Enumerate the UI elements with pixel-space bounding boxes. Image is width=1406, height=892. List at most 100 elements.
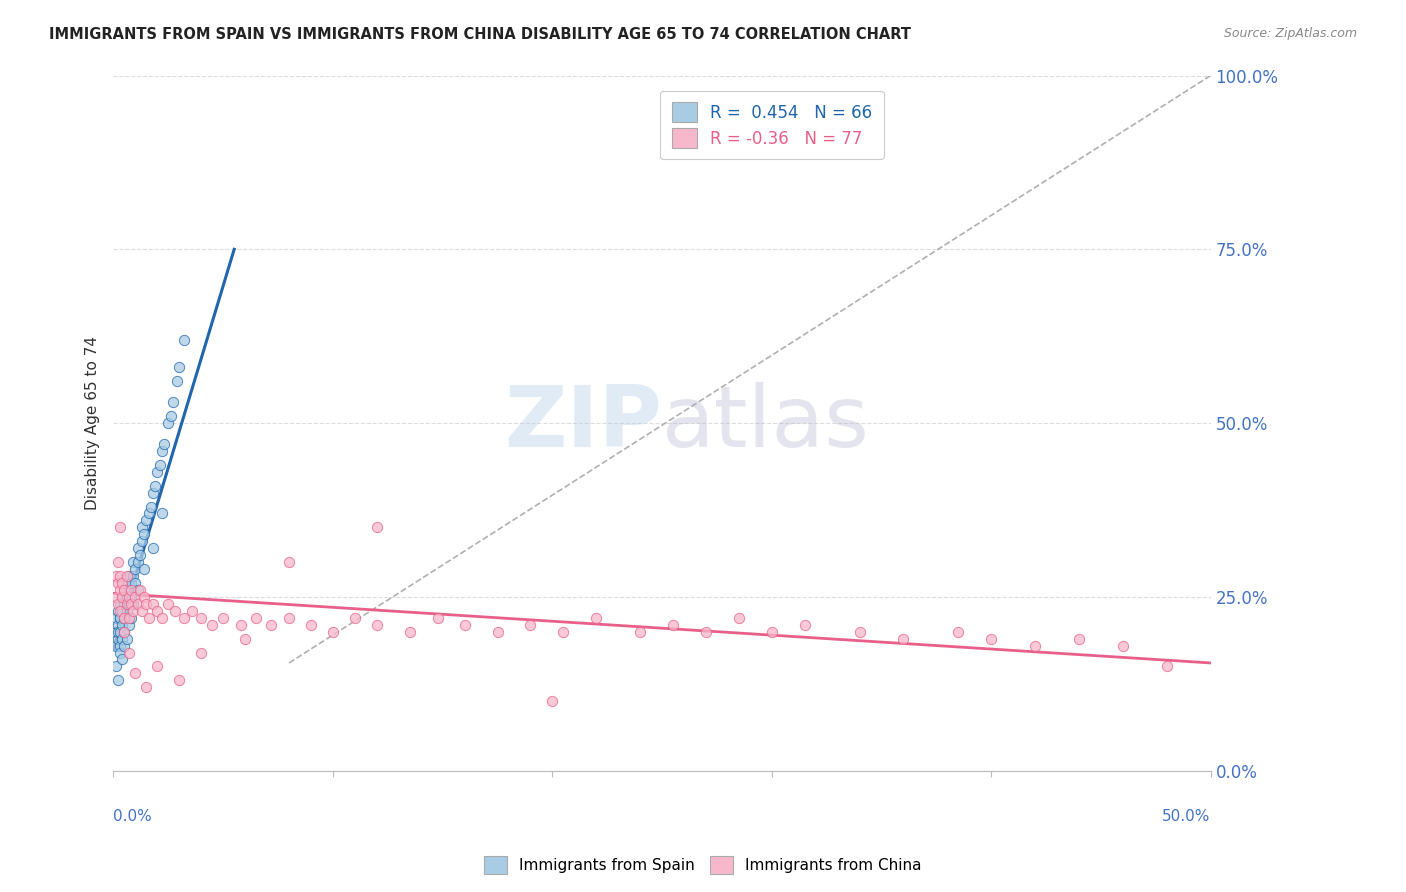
Text: ZIP: ZIP	[505, 382, 662, 465]
Y-axis label: Disability Age 65 to 74: Disability Age 65 to 74	[86, 336, 100, 510]
Point	[127, 555, 149, 569]
Point	[233, 632, 256, 646]
Text: atlas: atlas	[662, 382, 870, 465]
Point	[114, 582, 136, 597]
Point	[115, 604, 138, 618]
Point	[114, 639, 136, 653]
Point	[122, 604, 145, 618]
Point	[157, 416, 180, 430]
Point	[114, 597, 136, 611]
Point	[541, 694, 564, 708]
Point	[181, 604, 204, 618]
Point	[134, 562, 156, 576]
Point	[107, 673, 129, 688]
Point	[153, 437, 176, 451]
Point	[128, 582, 150, 597]
Text: 50.0%: 50.0%	[1163, 809, 1211, 824]
Point	[131, 604, 153, 618]
Point	[120, 611, 142, 625]
Point	[322, 624, 344, 639]
Point	[124, 562, 146, 576]
Point	[108, 639, 131, 653]
Point	[519, 617, 541, 632]
Point	[169, 673, 191, 688]
Point	[111, 604, 134, 618]
Point	[108, 520, 131, 534]
Point	[146, 659, 169, 673]
Point	[366, 520, 388, 534]
Point	[104, 611, 127, 625]
Point	[486, 624, 509, 639]
Point	[120, 582, 142, 597]
Point	[127, 582, 149, 597]
Point	[115, 632, 138, 646]
Point	[553, 624, 575, 639]
Point	[107, 604, 129, 618]
Point	[695, 624, 717, 639]
Point	[135, 513, 157, 527]
Point	[118, 569, 141, 583]
Point	[108, 569, 131, 583]
Point	[122, 555, 145, 569]
Point	[190, 611, 212, 625]
Point	[148, 458, 170, 472]
Point	[104, 590, 127, 604]
Point	[107, 632, 129, 646]
Point	[122, 597, 145, 611]
Point	[108, 611, 131, 625]
Point	[299, 617, 322, 632]
Point	[143, 478, 166, 492]
Point	[135, 680, 157, 694]
Point	[127, 541, 149, 556]
Legend: Immigrants from Spain, Immigrants from China: Immigrants from Spain, Immigrants from C…	[478, 850, 928, 880]
Point	[260, 617, 283, 632]
Point	[111, 590, 134, 604]
Point	[1024, 639, 1046, 653]
Point	[118, 590, 141, 604]
Point	[157, 597, 180, 611]
Point	[120, 597, 142, 611]
Point	[128, 548, 150, 562]
Point	[138, 611, 160, 625]
Point	[115, 569, 138, 583]
Point	[1067, 632, 1090, 646]
Text: IMMIGRANTS FROM SPAIN VS IMMIGRANTS FROM CHINA DISABILITY AGE 65 TO 74 CORRELATI: IMMIGRANTS FROM SPAIN VS IMMIGRANTS FROM…	[49, 27, 911, 42]
Point	[728, 611, 751, 625]
Point	[122, 569, 145, 583]
Point	[118, 646, 141, 660]
Point	[662, 617, 685, 632]
Point	[124, 576, 146, 591]
Point	[585, 611, 607, 625]
Point	[761, 624, 783, 639]
Point	[453, 617, 475, 632]
Point	[162, 395, 184, 409]
Point	[628, 624, 651, 639]
Point	[163, 604, 186, 618]
Point	[104, 639, 127, 653]
Point	[1112, 639, 1135, 653]
Point	[159, 409, 181, 424]
Point	[115, 597, 138, 611]
Point	[118, 617, 141, 632]
Text: 0.0%: 0.0%	[114, 809, 152, 824]
Point	[108, 611, 131, 625]
Point	[107, 555, 129, 569]
Point	[366, 617, 388, 632]
Point	[848, 624, 870, 639]
Point	[124, 590, 146, 604]
Point	[127, 597, 149, 611]
Point	[201, 617, 224, 632]
Point	[131, 520, 153, 534]
Point	[166, 375, 188, 389]
Point	[138, 507, 160, 521]
Point	[142, 597, 165, 611]
Point	[107, 617, 129, 632]
Point	[107, 624, 129, 639]
Point	[278, 555, 301, 569]
Point	[139, 500, 162, 514]
Point	[142, 485, 165, 500]
Point	[115, 576, 138, 591]
Point	[134, 590, 156, 604]
Point	[111, 576, 134, 591]
Point	[135, 597, 157, 611]
